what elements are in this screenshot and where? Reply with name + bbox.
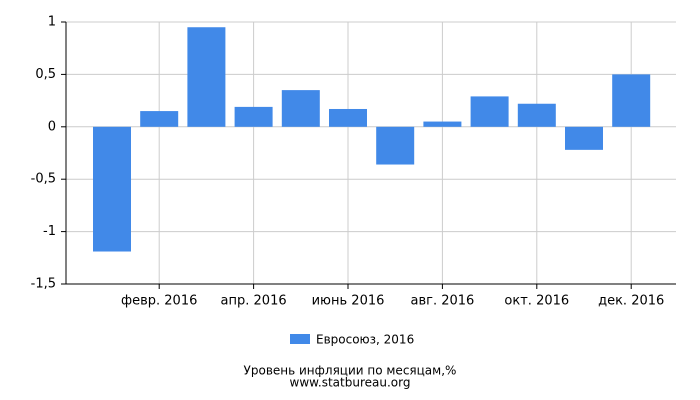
bar bbox=[329, 108, 367, 127]
x-tick-label: июнь 2016 bbox=[312, 294, 385, 309]
x-tick-label: окт. 2016 bbox=[504, 294, 569, 309]
bar bbox=[234, 106, 273, 127]
bar bbox=[470, 96, 509, 127]
legend-label: Евросоюз, 2016 bbox=[316, 333, 414, 347]
x-tick-label: апр. 2016 bbox=[221, 294, 287, 309]
x-tick-label: авг. 2016 bbox=[410, 294, 474, 309]
x-tick-label: февр. 2016 bbox=[121, 294, 197, 309]
bar bbox=[517, 103, 556, 127]
bar bbox=[93, 126, 131, 252]
bar bbox=[565, 126, 603, 150]
chart-subtitle: www.statbureau.org bbox=[290, 376, 411, 390]
y-tick-label: 1 bbox=[48, 15, 56, 30]
legend-swatch bbox=[290, 334, 310, 344]
bar bbox=[376, 126, 415, 165]
bar bbox=[140, 111, 179, 127]
bar bbox=[281, 90, 320, 127]
y-tick-label: 0,5 bbox=[35, 67, 56, 82]
y-tick-label: -0,5 bbox=[31, 172, 56, 187]
y-tick-label: 0 bbox=[48, 119, 56, 134]
y-tick-label: -1 bbox=[43, 224, 56, 239]
y-tick-label: -1,5 bbox=[31, 277, 56, 292]
bar bbox=[423, 121, 462, 127]
x-tick-label: дек. 2016 bbox=[598, 294, 664, 309]
bar bbox=[612, 74, 651, 127]
chart-title: Уровень инфляции по месяцам,% bbox=[244, 364, 457, 378]
bar bbox=[187, 27, 226, 127]
